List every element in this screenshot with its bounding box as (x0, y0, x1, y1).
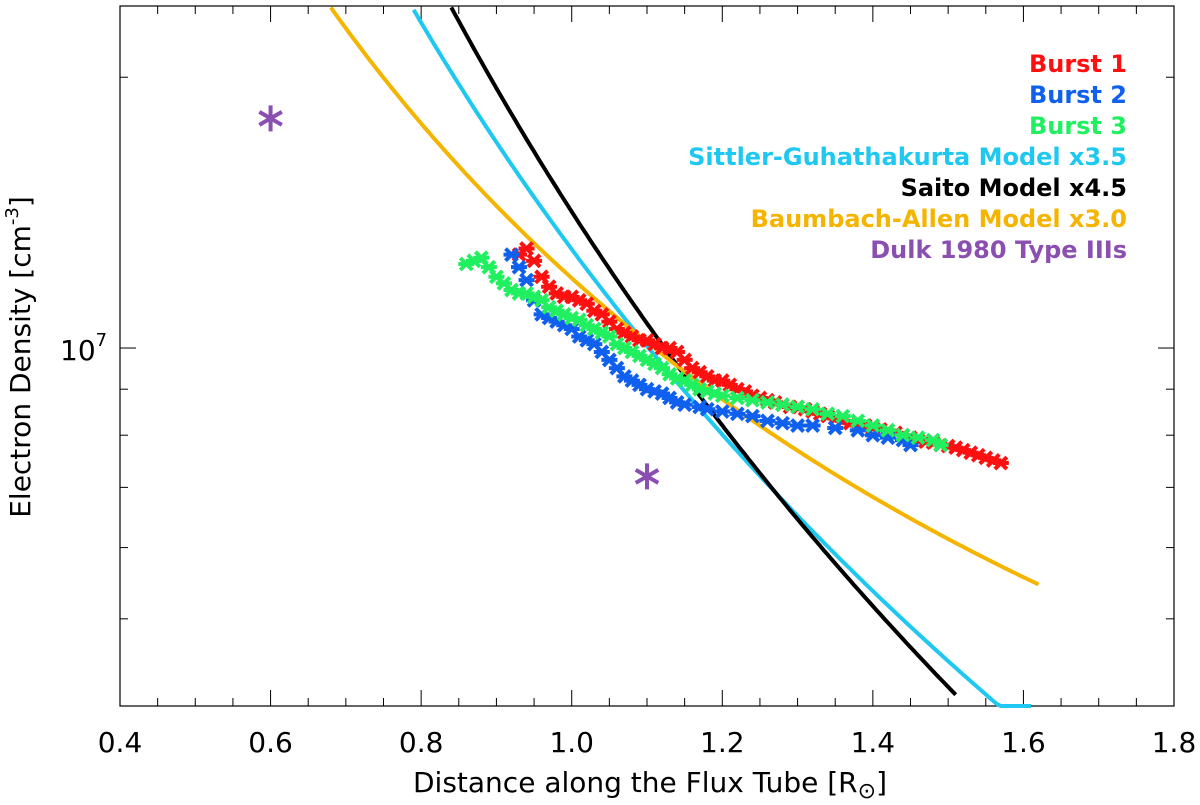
burst-points (458, 241, 1009, 471)
legend-entry: Dulk 1980 Type IIIs (870, 236, 1127, 264)
burst-point (480, 259, 497, 275)
burst-point (744, 408, 761, 424)
burst-point (804, 401, 821, 417)
x-tick-label: 1.4 (851, 726, 896, 759)
burst-point (759, 395, 776, 410)
burst-point (864, 418, 881, 433)
x-tick-label: 0.6 (248, 726, 293, 759)
burst-point (729, 390, 746, 406)
burst-point (894, 427, 911, 443)
burst-point (827, 420, 844, 436)
burst-point (526, 253, 543, 269)
y-axis-title: Electron Density [cm-3] (2, 196, 37, 518)
model-line-saito (449, 6, 958, 697)
x-axis-title: Distance along the Flux Tube [R⊙] (413, 766, 887, 804)
y-tick-label: 107 (60, 330, 107, 367)
legend-entry: Burst 1 (1029, 50, 1127, 78)
axis-ticks (119, 6, 1175, 706)
legend-entry: Sittler-Guhathakurta Model x3.5 (688, 143, 1127, 171)
model-lines (329, 6, 1040, 708)
burst-point (511, 259, 528, 275)
burst-point (932, 437, 949, 453)
burst-point (774, 397, 791, 413)
burst-point (759, 413, 776, 429)
model-line-baumbach-allen (329, 6, 1040, 587)
burst-point (533, 269, 550, 285)
x-tick-labels: 0.4 0.6 0.8 1.0 1.2 1.4 1.6 1.8 (98, 726, 1197, 759)
legend-entry: Saito Model x4.5 (901, 174, 1127, 202)
dulk-marker (258, 105, 283, 132)
x-tick-label: 0.4 (98, 726, 143, 759)
x-tick-label: 0.8 (399, 726, 444, 759)
burst-point (910, 430, 927, 446)
burst-point (714, 404, 731, 419)
model-line-sittler-guhathakurta (411, 8, 1031, 708)
dulk-markers (258, 105, 660, 490)
legend-entry: Burst 2 (1029, 81, 1127, 109)
burst-point (819, 406, 836, 422)
burst-point (992, 455, 1009, 471)
burst-point (849, 413, 866, 429)
x-tick-label: 1.0 (549, 726, 594, 759)
burst-point (676, 397, 693, 413)
x-tick-label: 1.2 (700, 726, 745, 759)
burst-point (789, 399, 806, 415)
burst-point (729, 406, 746, 422)
burst-point (714, 388, 731, 404)
x-tick-label: 1.6 (1001, 726, 1046, 759)
burst-point (699, 401, 716, 417)
burst-point (518, 241, 535, 256)
legend-entry: Baumbach-Allen Model x3.0 (751, 205, 1127, 233)
legend: Burst 1 Burst 2 Burst 3 Sittler-Guhathakurt… (688, 50, 1127, 264)
legend-entry: Burst 3 (1029, 112, 1127, 140)
burst-point (744, 392, 761, 408)
burst-point (774, 415, 791, 431)
burst-point (503, 247, 520, 263)
dulk-marker (634, 463, 660, 490)
burst-point (879, 422, 896, 438)
burst-point (518, 272, 535, 288)
x-tick-label: 1.8 (1152, 726, 1197, 759)
burst-point (834, 408, 851, 424)
burst-point (789, 418, 806, 433)
burst-point (804, 418, 821, 433)
y-tick-labels: 107 (60, 330, 107, 367)
